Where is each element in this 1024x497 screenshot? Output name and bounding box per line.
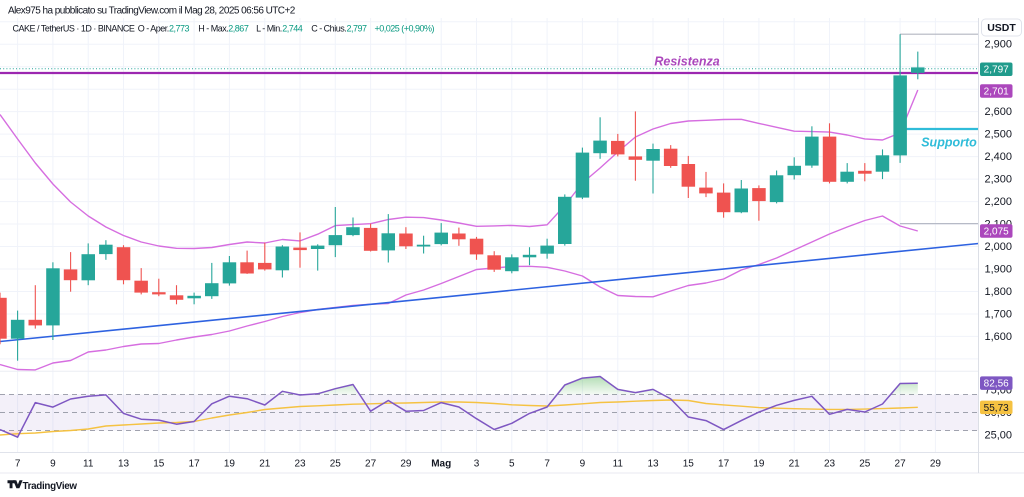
svg-text:3: 3 — [474, 459, 480, 470]
svg-text:15: 15 — [153, 459, 165, 470]
svg-text:25: 25 — [330, 459, 342, 470]
svg-text:2,400: 2,400 — [985, 151, 1013, 163]
svg-text:2,500: 2,500 — [985, 129, 1013, 141]
svg-text:11: 11 — [613, 459, 624, 470]
svg-text:15: 15 — [683, 459, 695, 470]
svg-text:29: 29 — [930, 459, 942, 470]
svg-text:7: 7 — [15, 459, 21, 470]
svg-text:29: 29 — [400, 459, 412, 470]
svg-text:25: 25 — [859, 459, 871, 470]
svg-text:17: 17 — [189, 459, 201, 470]
svg-text:23: 23 — [294, 459, 306, 470]
svg-text:23: 23 — [824, 459, 836, 470]
svg-text:Mag: Mag — [431, 459, 451, 470]
svg-text:2,200: 2,200 — [985, 196, 1013, 208]
svg-text:9: 9 — [50, 459, 56, 470]
svg-text:19: 19 — [224, 459, 236, 470]
svg-text:27: 27 — [365, 459, 377, 470]
svg-text:9: 9 — [580, 459, 586, 470]
svg-text:2,000: 2,000 — [985, 241, 1013, 253]
svg-text:2,797: 2,797 — [984, 65, 1009, 76]
svg-text:Alex975 ha pubblicato su Tradi: Alex975 ha pubblicato su TradingView.com… — [8, 6, 296, 17]
svg-text:Supporto: Supporto — [921, 136, 977, 150]
svg-text:2,701: 2,701 — [984, 87, 1009, 98]
svg-text:25,00: 25,00 — [985, 430, 1013, 442]
svg-text:CAKE / TetherUS · 1D · BINANCE: CAKE / TetherUS · 1D · BINANCE O - Aper.2… — [13, 24, 435, 34]
svg-text:2,900: 2,900 — [985, 39, 1013, 51]
svg-text:11: 11 — [83, 459, 94, 470]
svg-text:5: 5 — [509, 459, 515, 470]
svg-text:USDT: USDT — [987, 22, 1016, 34]
svg-text:Resistenza: Resistenza — [654, 55, 719, 69]
svg-text:1,800: 1,800 — [985, 286, 1013, 298]
svg-text:1,600: 1,600 — [985, 331, 1013, 343]
svg-text:13: 13 — [647, 459, 659, 470]
svg-text:2,300: 2,300 — [985, 174, 1013, 186]
svg-text:55,73: 55,73 — [984, 403, 1009, 414]
svg-text:13: 13 — [118, 459, 130, 470]
svg-text:1,700: 1,700 — [985, 309, 1013, 321]
svg-text:2,600: 2,600 — [985, 106, 1013, 118]
svg-text:27: 27 — [895, 459, 907, 470]
svg-text:2,075: 2,075 — [984, 226, 1009, 237]
svg-text:1,900: 1,900 — [985, 264, 1013, 276]
svg-text:19: 19 — [753, 459, 765, 470]
svg-text:21: 21 — [259, 459, 271, 470]
svg-text:21: 21 — [789, 459, 801, 470]
svg-text:82,56: 82,56 — [984, 379, 1009, 390]
svg-text:TradingView: TradingView — [23, 481, 78, 492]
svg-text:7: 7 — [544, 459, 550, 470]
svg-text:17: 17 — [718, 459, 730, 470]
